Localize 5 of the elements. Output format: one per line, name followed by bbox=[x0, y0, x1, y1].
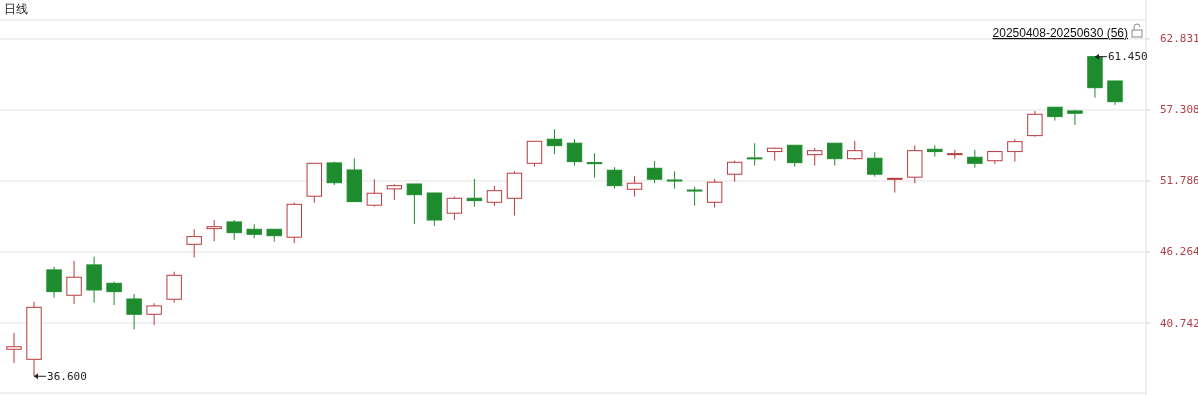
chart-title: 日线 bbox=[4, 2, 28, 16]
annotation: 36.600 bbox=[47, 369, 87, 383]
annotation: 61.450 bbox=[1107, 50, 1148, 64]
annotation: 20250408-20250630 (56) bbox=[992, 26, 1128, 40]
y-tick-label: 40.742 bbox=[1160, 316, 1198, 330]
